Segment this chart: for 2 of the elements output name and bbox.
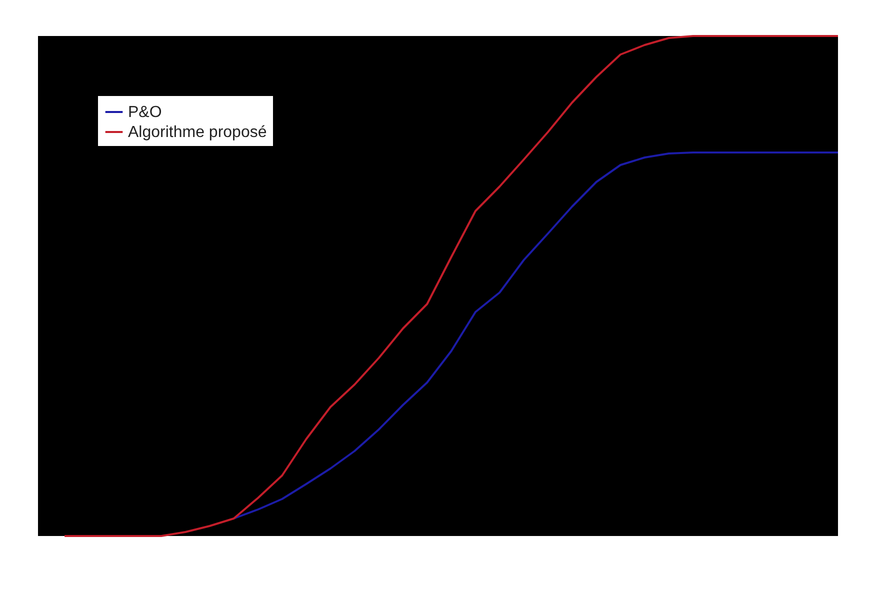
legend-label: Algorithme proposé	[128, 124, 267, 141]
legend-label: P&O	[128, 104, 162, 121]
